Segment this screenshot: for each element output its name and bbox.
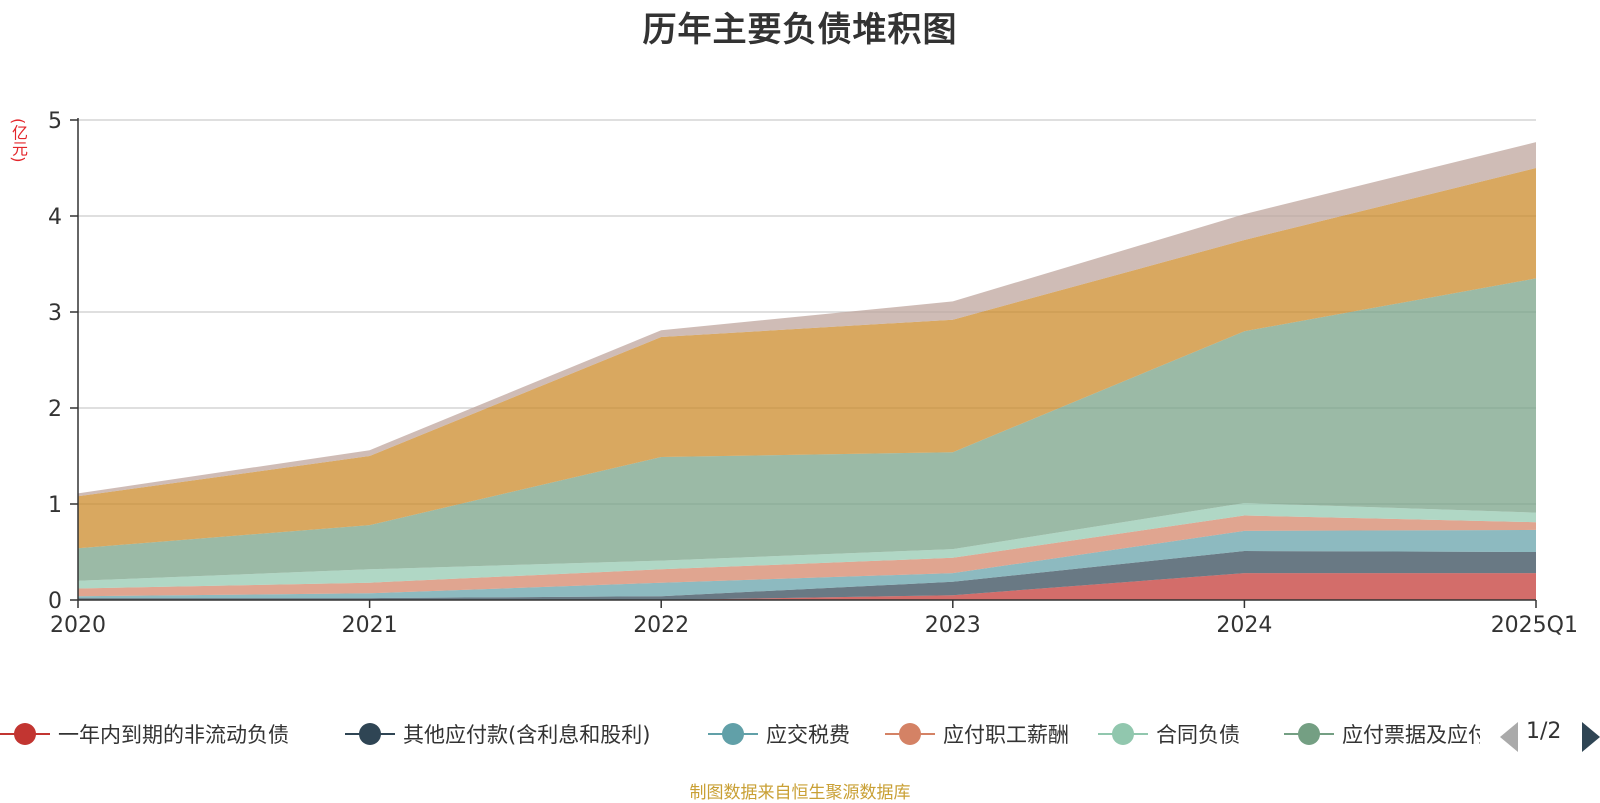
tick-labels: 0 1 2 3 4 5 2020 2021 2022 2023 2024 2025Q1	[48, 109, 1578, 638]
y-tick-label: 5	[48, 109, 62, 134]
legend-item[interactable]: 合同负债	[1098, 716, 1240, 752]
y-tick-label: 2	[48, 397, 62, 422]
legend-marker-icon	[885, 716, 935, 752]
y-tick-label: 0	[48, 589, 62, 614]
area-series-3	[78, 529, 1536, 599]
chart-title: 历年主要负债堆积图	[642, 10, 958, 50]
x-tick-label: 2022	[633, 613, 689, 638]
x-tick-label: 2021	[342, 613, 398, 638]
legend-item[interactable]: 一年内到期的非流动负债	[0, 716, 289, 752]
legend-label: 其他应付款(含利息和股利)	[403, 723, 651, 747]
area-series-layer	[78, 142, 1536, 600]
legend-marker-icon	[1098, 716, 1148, 752]
area-series-6	[78, 278, 1536, 581]
legend-marker-icon	[0, 716, 50, 752]
x-tick-label: 2025Q1	[1491, 613, 1578, 638]
legend-prev-page-arrow-icon[interactable]	[1500, 722, 1518, 752]
legend-item[interactable]: 应交税费	[708, 716, 850, 752]
area-series-4	[78, 515, 1536, 597]
legend-marker-icon	[708, 716, 758, 752]
area-series-8	[78, 142, 1536, 497]
axes	[70, 118, 1537, 608]
x-tick-label: 2024	[1216, 613, 1272, 638]
legend-label: 应交税费	[766, 723, 850, 747]
legend-label: 一年内到期的非流动负债	[58, 723, 289, 747]
x-tick-label: 2023	[925, 613, 981, 638]
legend-label: 应付职工薪酬	[943, 723, 1069, 747]
legend-next-page-arrow-icon[interactable]	[1582, 722, 1600, 752]
y-tick-label: 1	[48, 493, 62, 518]
legend-label: 应付票据及应付账款	[1342, 723, 1480, 747]
y-axis-unit-label: (亿元)	[9, 118, 28, 163]
y-tick-label: 3	[48, 301, 62, 326]
area-series-7	[78, 168, 1536, 549]
stacked-area-chart: 0 1 2 3 4 5 2020 2021 2022 2023 2024 2025Q1	[48, 109, 1578, 638]
legend-item[interactable]: 其他应付款(含利息和股利)	[345, 716, 650, 752]
data-source-note: 制图数据来自恒生聚源数据库	[689, 783, 911, 803]
legend-item[interactable]: 应付职工薪酬	[885, 716, 1069, 752]
x-tick-label: 2020	[50, 613, 106, 638]
legend-item[interactable]: 应付票据及应付账款	[1284, 716, 1480, 752]
legend-marker-icon	[345, 716, 395, 752]
legend-items-viewport: 一年内到期的非流动负债 其他应付款(含利息和股利) 应交税费 应付职工薪酬 合同负债 应付…	[0, 716, 1480, 752]
area-series-2	[78, 551, 1536, 600]
legend-page-indicator: 1/2	[1526, 719, 1562, 744]
legend: 一年内到期的非流动负债 其他应付款(含利息和股利) 应交税费 应付职工薪酬 合同负债 应付…	[0, 716, 1600, 752]
area-series-5	[78, 503, 1536, 589]
y-tick-label: 4	[48, 205, 62, 230]
area-series-1	[78, 573, 1536, 600]
legend-marker-icon	[1284, 716, 1334, 752]
legend-label: 合同负债	[1156, 723, 1240, 747]
